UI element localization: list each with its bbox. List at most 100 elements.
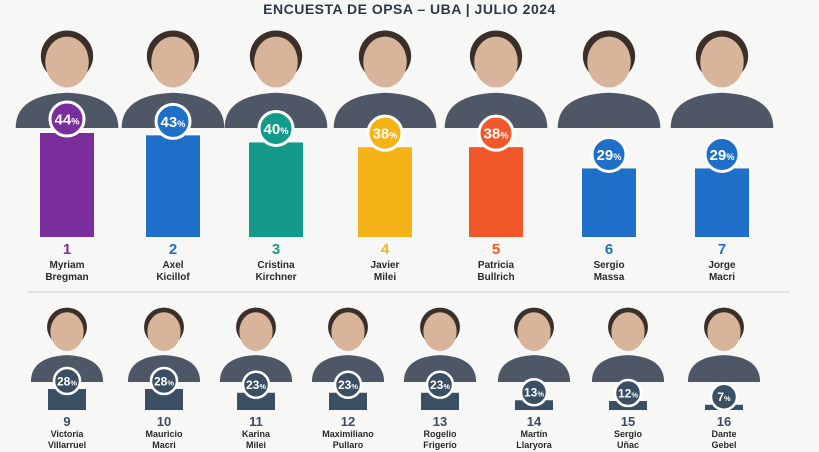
first-name-label: Patricia: [478, 260, 515, 271]
bar: [582, 168, 636, 237]
value-badge: [154, 102, 192, 140]
candidate-portrait: [557, 30, 661, 128]
value-label: 29%: [710, 147, 736, 164]
rank-label: 14: [527, 414, 542, 429]
value-label: 23%: [338, 378, 358, 392]
rank-label: 16: [717, 414, 731, 429]
last-name-label: Massa: [594, 272, 625, 283]
candidate-portrait: [497, 307, 571, 382]
value-badge: [257, 109, 295, 147]
rank-label: 10: [157, 414, 171, 429]
bar: [40, 133, 94, 237]
value-badge: [241, 370, 271, 399]
first-name-label: Maximiliano: [322, 429, 374, 439]
last-name-label: Macri: [709, 272, 735, 283]
last-name-label: Uñac: [617, 440, 639, 450]
last-name-label: Gebel: [711, 440, 736, 450]
candidate-portrait: [670, 30, 774, 128]
bar: [249, 142, 303, 237]
rank-label: 6: [605, 241, 613, 258]
candidate-portrait: [444, 30, 548, 128]
value-label: 38%: [373, 126, 399, 143]
last-name-label: Macri: [152, 440, 176, 450]
first-name-label: Martín: [521, 429, 548, 439]
value-badge: [703, 135, 741, 173]
bar: [237, 392, 275, 410]
value-badge: [709, 382, 739, 411]
bar: [695, 168, 749, 237]
rank-label: 9: [63, 414, 70, 429]
rank-label: 5: [492, 241, 500, 258]
candidate-portrait: [311, 307, 385, 382]
value-label: 43%: [161, 114, 187, 131]
value-label: 38%: [484, 126, 510, 143]
rank-label: 3: [272, 241, 280, 258]
last-name-label: Villarruel: [48, 440, 86, 450]
last-name-label: Kicillof: [156, 272, 190, 283]
candidate-portrait: [219, 307, 293, 382]
last-name-label: Pullaro: [333, 440, 364, 450]
value-label: 13%: [524, 386, 544, 400]
rank-label: 1: [63, 241, 71, 258]
rank-label: 2: [169, 241, 177, 258]
rank-label: 12: [341, 414, 355, 429]
first-name-label: Myriam: [49, 260, 84, 271]
bar: [48, 389, 86, 410]
first-name-label: Jorge: [708, 260, 736, 271]
value-label: 23%: [246, 378, 266, 392]
value-label: 29%: [597, 147, 623, 164]
first-name-label: Victoria: [51, 429, 85, 439]
last-name-label: Frigerio: [423, 440, 457, 450]
value-badge: [477, 114, 515, 152]
first-name-label: Sergio: [614, 429, 643, 439]
first-name-label: Mauricio: [145, 429, 183, 439]
bar: [421, 392, 459, 410]
first-name-label: Javier: [371, 260, 400, 271]
candidate-portrait: [333, 30, 437, 128]
value-badge: [333, 370, 363, 399]
first-name-label: Karina: [242, 429, 271, 439]
chart-title: ENCUESTA DE OPSA – UBA | JULIO 2024: [263, 1, 556, 17]
last-name-label: Bullrich: [477, 272, 514, 283]
last-name-label: Llaryora: [516, 440, 553, 450]
first-name-label: Cristina: [257, 260, 295, 271]
value-badge: [613, 378, 643, 408]
value-badge: [519, 378, 549, 407]
bar: [329, 392, 367, 410]
candidate-portrait: [687, 307, 761, 382]
last-name-label: Bregman: [45, 272, 88, 283]
candidate-portrait: [591, 307, 665, 382]
bar: [146, 135, 200, 237]
candidate-portrait: [403, 307, 477, 382]
value-label: 23%: [430, 378, 450, 392]
value-badge: [590, 135, 628, 173]
value-label: 28%: [154, 374, 174, 388]
rank-label: 13: [433, 414, 447, 429]
first-name-label: Axel: [162, 260, 183, 271]
rank-label: 11: [249, 414, 263, 429]
rank-label: 4: [381, 241, 390, 258]
value-label: 12%: [618, 386, 638, 400]
last-name-label: Kirchner: [255, 272, 296, 283]
value-badge: [48, 100, 86, 138]
bar: [358, 147, 412, 237]
value-label: 44%: [55, 111, 81, 128]
first-name-label: Sergio: [593, 260, 624, 271]
